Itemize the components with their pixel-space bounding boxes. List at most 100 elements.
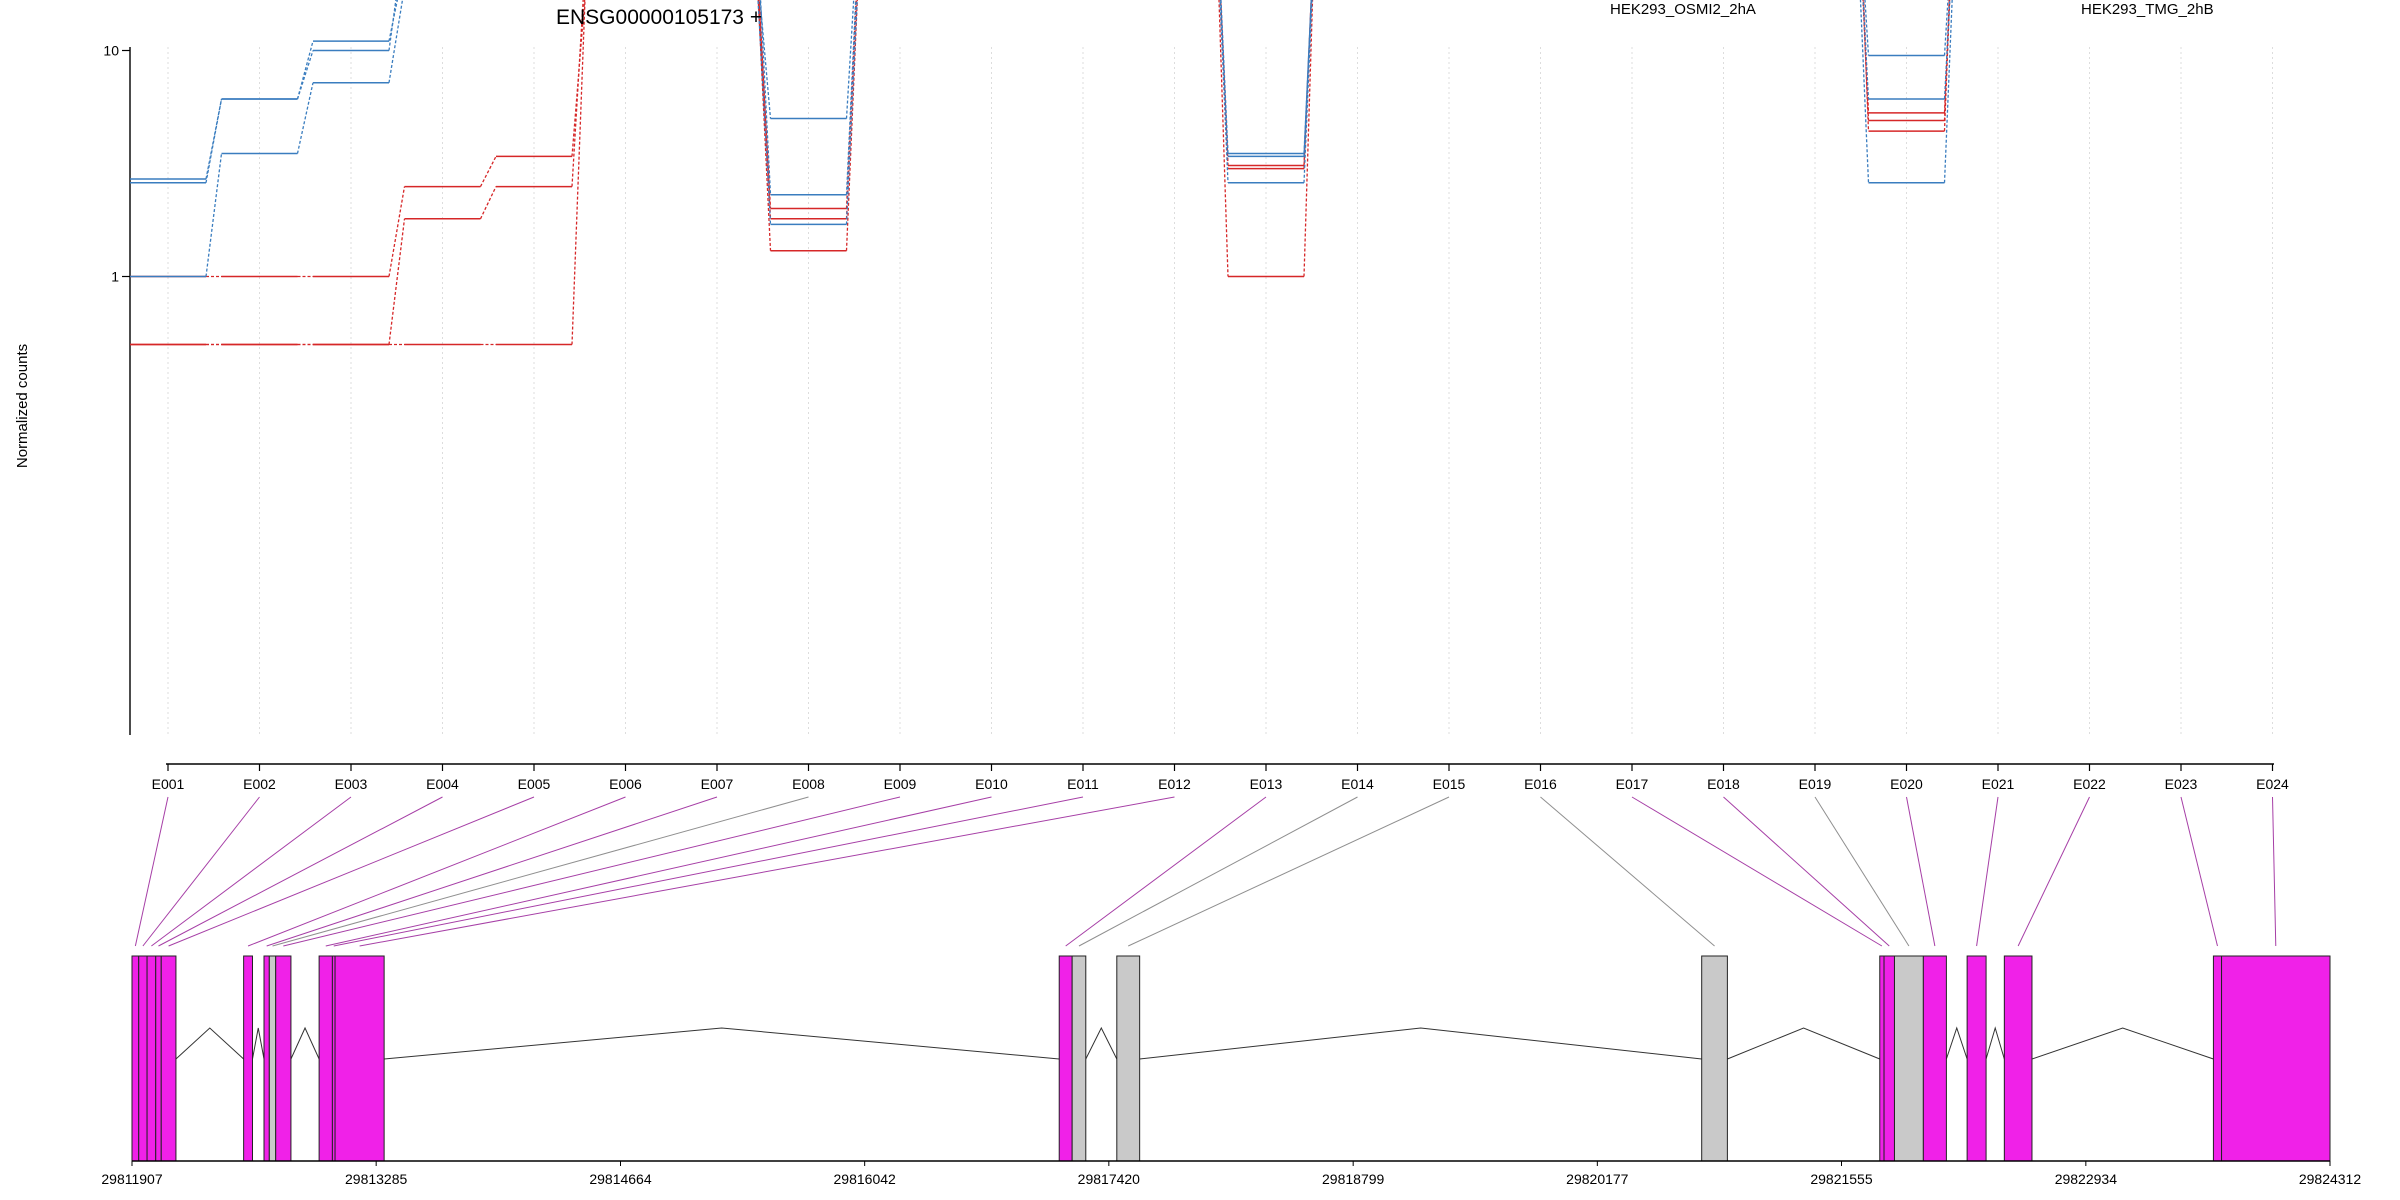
x-tick-label-e012: E012 [1158, 776, 1191, 792]
series-6 [130, 0, 1951, 196]
x-tick-label-e013: E013 [1250, 776, 1283, 792]
series-3-step-4 [479, 156, 497, 187]
intron-lines [175, 1026, 2214, 1060]
link-e012 [359, 796, 1175, 947]
exon-e012 [334, 955, 385, 1162]
series-4-step-13 [1303, 0, 1312, 157]
x-tick-label-e007: E007 [701, 776, 734, 792]
genome-tick-label-4: 29816042 [834, 1171, 897, 1187]
link-e017 [1631, 796, 1883, 947]
x-tick-label-e005: E005 [518, 776, 551, 792]
series-4-step-7 [759, 0, 772, 119]
x-tick-label-e023: E023 [2165, 776, 2198, 792]
series-5-step-12 [1219, 0, 1229, 183]
genome-tick-label-3: 29814664 [589, 1171, 652, 1187]
exon-e020 [1922, 955, 1947, 1162]
exon-e017 [1879, 955, 1885, 1162]
intron-2 [251, 1027, 265, 1060]
series-5-step-1 [205, 153, 223, 277]
series-3-step-5 [571, 0, 586, 157]
link-e009 [283, 796, 901, 947]
series-5-step-2 [296, 82, 314, 154]
x-tick-label-e003: E003 [335, 776, 368, 792]
intron-5 [1085, 1026, 1118, 1060]
x-tick-label-e009: E009 [884, 776, 917, 792]
exon-e010 [318, 955, 333, 1162]
genome-tick-label-10: 29824312 [2299, 1171, 2362, 1187]
link-e021 [1976, 796, 1999, 947]
intron-1 [175, 1027, 244, 1060]
exon-e002 [138, 955, 148, 1162]
exon-e015 [1116, 955, 1141, 1162]
x-tick-label-e004: E004 [426, 776, 459, 792]
series-5 [130, 0, 1953, 278]
x-ticks: E001 E002 E003 E004 E005 E006 E007 E008 E009 E010… [152, 764, 2289, 792]
series-5-step-7 [757, 0, 772, 225]
exon-e001 [131, 955, 140, 1162]
link-e016 [1540, 796, 1715, 947]
exon-e005 [160, 955, 177, 1162]
exon-e023 [2212, 955, 2223, 1162]
x-tick-label-e024: E024 [2256, 776, 2289, 792]
x-tick-label-e019: E019 [1799, 776, 1832, 792]
genome-ticks: 29811907 29813285 29814664 29816042 29817420… [101, 1161, 2361, 1187]
intron-4 [384, 1027, 1060, 1060]
link-e003 [151, 796, 352, 947]
series-6-step-3 [388, 0, 397, 51]
exon-links [134, 796, 2277, 947]
x-tick-label-e006: E006 [609, 776, 642, 792]
exon-e004 [155, 955, 162, 1162]
series-3-step-13 [1303, 0, 1314, 277]
link-e018 [1723, 796, 1890, 947]
link-e011 [333, 796, 1084, 947]
link-e002 [142, 796, 260, 947]
exon-e021 [1966, 955, 1987, 1162]
genome-tick-label-2: 29813285 [345, 1171, 408, 1187]
link-e001 [134, 796, 169, 947]
x-tick-label-e014: E014 [1341, 776, 1374, 792]
gene-model: 29811907 29813285 29814664 29816042 29817420… [101, 955, 2361, 1187]
genome-tick-label-7: 29820177 [1566, 1171, 1629, 1187]
series-lines [130, 0, 1953, 346]
link-e008 [272, 796, 809, 947]
exon-e016 [1701, 955, 1728, 1162]
series-2-step-4 [479, 186, 497, 220]
genome-tick-label-6: 29818799 [1322, 1171, 1385, 1187]
series-4-step-19 [1864, 0, 1870, 56]
exon-e013 [1058, 955, 1073, 1162]
x-tick-label-e017: E017 [1616, 776, 1649, 792]
legend-entry-osmi2: HEK293_OSMI2_2hA [1610, 1, 1756, 18]
link-e005 [168, 796, 535, 947]
series-4-step-8 [845, 0, 855, 119]
exon-e014 [1071, 955, 1087, 1162]
exon-e008 [268, 955, 277, 1162]
link-e015 [1128, 796, 1450, 947]
x-tick-label-e015: E015 [1433, 776, 1466, 792]
counts-plot: 1101001000 E001E002E003E004E005E006E007E… [14, 0, 2289, 793]
intron-9 [1985, 1026, 2005, 1060]
x-tick-label-e010: E010 [975, 776, 1008, 792]
intron-7 [1727, 1027, 1880, 1060]
series-5-step-3 [388, 0, 404, 83]
exon-e009 [275, 955, 292, 1162]
series-6-step-7 [759, 0, 772, 195]
exon-e018 [1883, 955, 1895, 1162]
x-tick-label-e020: E020 [1890, 776, 1923, 792]
link-e006 [247, 796, 626, 947]
series-3-step-20 [1943, 0, 1951, 132]
x-tick-label-e018: E018 [1707, 776, 1740, 792]
exon-e022 [2003, 955, 2033, 1162]
link-e010 [325, 796, 992, 947]
exon-gridlines [167, 47, 2273, 735]
series-3-step-8 [845, 0, 858, 251]
series-3-step-12 [1218, 0, 1229, 277]
series-5-step-19 [1859, 0, 1870, 183]
x-tick-label-e021: E021 [1982, 776, 2015, 792]
series-3 [130, 0, 1951, 278]
intron-8 [1945, 1026, 1968, 1060]
exon-e007 [263, 955, 270, 1162]
series-4 [130, 0, 1949, 184]
link-e023 [2180, 796, 2218, 947]
x-tick-label-e022: E022 [2073, 776, 2106, 792]
plot-axes: 1101001000 E001E002E003E004E005E006E007E… [103, 43, 2289, 793]
